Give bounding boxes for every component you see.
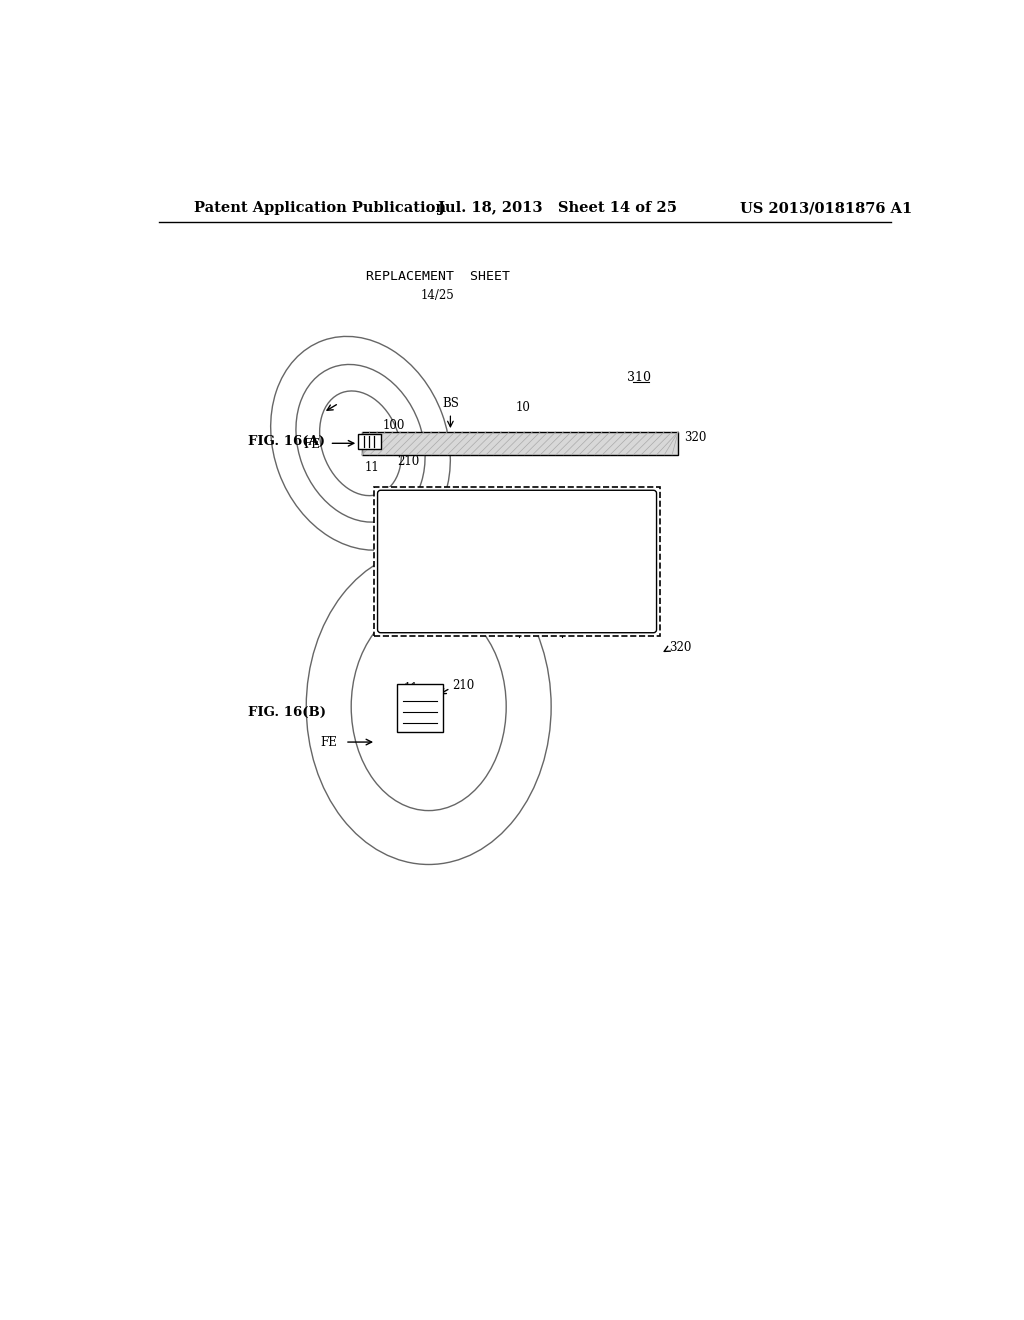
Text: Jul. 18, 2013   Sheet 14 of 25: Jul. 18, 2013 Sheet 14 of 25 [438, 202, 677, 215]
Text: 310: 310 [628, 371, 651, 384]
Text: FIG. 16(B): FIG. 16(B) [248, 706, 326, 719]
FancyBboxPatch shape [378, 490, 656, 632]
Text: FE: FE [321, 735, 337, 748]
Text: 10: 10 [516, 400, 530, 413]
Bar [375, 487, 659, 636]
Polygon shape [362, 432, 678, 455]
Text: 10: 10 [492, 615, 506, 628]
Text: 14/25: 14/25 [421, 289, 455, 302]
Text: 100: 100 [382, 418, 404, 432]
Text: US 2013/0181876 A1: US 2013/0181876 A1 [740, 202, 912, 215]
Text: 320: 320 [669, 640, 691, 653]
Text: 100: 100 [399, 723, 422, 737]
Text: 210: 210 [397, 454, 419, 467]
Text: 11: 11 [365, 462, 380, 474]
Text: BS: BS [442, 397, 459, 409]
Text: HP: HP [534, 615, 552, 628]
Text: 310: 310 [628, 597, 651, 610]
Text: REPLACEMENT  SHEET: REPLACEMENT SHEET [366, 269, 510, 282]
Text: FE: FE [303, 438, 321, 451]
Text: 320: 320 [684, 432, 707, 445]
Text: 11: 11 [403, 681, 418, 694]
Polygon shape [358, 434, 381, 449]
Text: FIG. 16(A): FIG. 16(A) [248, 436, 326, 449]
Text: Patent Application Publication: Patent Application Publication [194, 202, 445, 215]
Text: 210: 210 [452, 680, 474, 693]
Bar [397, 684, 443, 733]
